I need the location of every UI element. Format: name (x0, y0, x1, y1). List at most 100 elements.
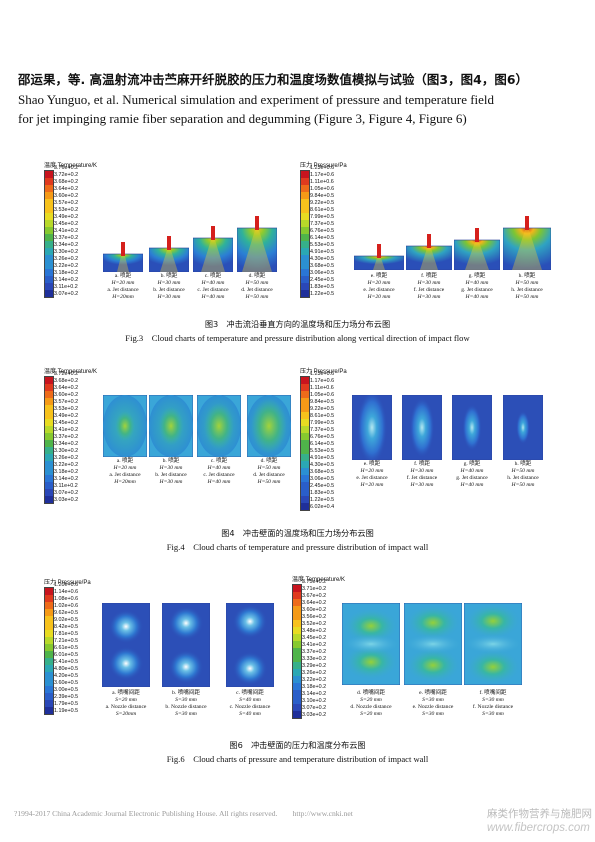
legend-swatch (293, 683, 301, 690)
figure-6: 压力 Pressure/Pa 1.20e+0.6 1.14e+0.6 1.08e+0.… (44, 577, 522, 764)
legend-swatch (45, 679, 53, 686)
legend-swatch (45, 630, 53, 637)
legend-label: 3.60e+0.5 (54, 680, 79, 686)
legend-swatch (45, 588, 53, 595)
legend-label: 3.00e+0.5 (54, 687, 79, 693)
fig6-caption-cn: 图6 冲击壁面的压力和温度分布云图 (229, 740, 366, 750)
temp-wall-panel (404, 603, 462, 685)
jet-plume (465, 242, 489, 270)
legend-swatch (45, 398, 53, 405)
panel-caption-line: c. 喷距 (204, 273, 222, 279)
temp-wall-panel (464, 603, 522, 685)
legend-title: 压力 Pressure/Pa (300, 163, 347, 169)
panel-caption-line: H=20 mm (360, 482, 384, 488)
pres-wall-cloud-chart (503, 395, 543, 460)
fig4-caption-cn: 图4 冲击壁面的温度场和压力场分布云图 (221, 528, 374, 538)
legend-swatch (293, 613, 301, 620)
panel-caption-line: S=20 mm (115, 697, 137, 703)
legend-label: 3.68e+0.5 (310, 469, 335, 475)
legend-label: 3.33e+0.2 (302, 656, 327, 662)
legend-color-bar (300, 376, 310, 511)
legend-swatch (293, 648, 301, 655)
legend-label: 3.64e+0.2 (54, 186, 79, 192)
legend-label: 3.06e+0.5 (310, 476, 335, 482)
legend-swatch (293, 641, 301, 648)
legend-swatch (301, 171, 309, 178)
legend-label: 3.67e+0.2 (302, 593, 327, 599)
figure-4: 温度 Temperature/K 3.72e+0.2 3.68e+0.2 3.64e+… (44, 366, 543, 552)
legend-swatch (45, 644, 53, 651)
legend-swatch (45, 405, 53, 412)
fig4-pressure-legend: 压力 Pressure/Pa 1.23e+0.6 1.17e+0.6 1.11e+0.… (300, 366, 347, 511)
legend-label: 3.41e+0.2 (302, 642, 327, 648)
legend-swatch (45, 276, 53, 283)
legend-swatch (301, 227, 309, 234)
legend-swatch (45, 220, 53, 227)
legend-swatch (301, 475, 309, 482)
panel-caption-line: g. Jet distance (456, 475, 488, 481)
impact-zone (168, 606, 204, 640)
panel-caption: c. 喷距 H=40 mm c. Jet distance H=40 mm (173, 273, 253, 301)
temp-jet-cloud-chart (193, 226, 233, 272)
legend-swatch (293, 669, 301, 676)
legend-label: 3.22e+0.2 (302, 677, 327, 683)
legend-swatch (45, 433, 53, 440)
legend-label: 3.68e+0.2 (54, 378, 79, 384)
pres-wall-panel (452, 395, 492, 460)
legend-label: 1.14e+0.6 (54, 589, 79, 595)
panel-caption-line: f. 喷距 (414, 461, 430, 467)
legend-label: 3.45e+0.2 (54, 420, 79, 426)
legend-label: 5.41e+0.5 (54, 659, 79, 665)
legend-color-bar (292, 584, 302, 719)
legend-label: 3.07e+0.2 (54, 490, 79, 496)
legend-swatch (301, 185, 309, 192)
panel-caption-line: S=30 mm (175, 711, 197, 717)
panel-caption-line: H=20 mm (367, 280, 391, 286)
legend-label: 6.02e+0.4 (310, 504, 335, 510)
temp-wall-panel (247, 395, 291, 457)
jet-plume (201, 240, 225, 272)
legend-label: 3.37e+0.2 (302, 649, 327, 655)
legend-swatch (301, 398, 309, 405)
legend-swatch (301, 461, 309, 468)
legend-swatch (301, 447, 309, 454)
temp-panel (149, 234, 189, 272)
legend-label: 7.21e+0.5 (54, 638, 79, 644)
panel-caption-line: g. Jet distance (461, 287, 493, 293)
legend-label: 1.17e+0.6 (310, 172, 335, 178)
panel-caption-line: H=40 mm (207, 479, 231, 485)
panel-caption-line: S=30 mm (422, 697, 444, 703)
legend-color-bar (44, 170, 54, 298)
panel-caption: b. 喷嘴间距 S=30 mm b. Nozzle distance S=30 mm (146, 690, 226, 718)
panel-caption-line: b. Jet distance (153, 287, 185, 293)
panel-caption-line: e. 喷嘴间距 (419, 690, 447, 696)
panel-caption-line: f. Jet distance (413, 287, 445, 293)
legend-swatch (293, 711, 301, 718)
pres-wall-cloud-chart (226, 603, 274, 687)
legend-swatch (45, 707, 53, 714)
pres-jet-cloud-chart (354, 244, 404, 270)
legend-label: 3.34e+0.2 (54, 242, 79, 248)
panel-caption-line: c. Jet distance (197, 287, 229, 293)
legend-label: 9.02e+0.5 (54, 617, 79, 623)
legend-label: 3.29e+0.2 (302, 663, 327, 669)
panel-caption-line: H=20mm (114, 479, 136, 485)
legend-label: 7.37e+0.5 (310, 221, 335, 227)
panel-caption: a. 喷距 H=20 mm a. Jet distance H=20mm (85, 458, 165, 486)
panel-caption-line: c. 喷嘴间距 (236, 690, 264, 696)
fig6-pressure-legend: 压力 Pressure/Pa 1.20e+0.6 1.14e+0.6 1.08e+0.… (44, 577, 91, 715)
legend-swatch (301, 283, 309, 290)
temp-wall-panel (103, 395, 147, 457)
panel-caption: f. 喷距 H=30 mm f. Jet distance H=30 mm (389, 273, 469, 301)
pres-panel (354, 242, 404, 270)
legend-label: 1.05e+0.6 (310, 186, 335, 192)
legend-swatch (45, 686, 53, 693)
legend-label: 6.14e+0.5 (310, 235, 335, 241)
legend-label: 3.34e+0.2 (54, 441, 79, 447)
legend-label: 1.08e+0.6 (54, 596, 79, 602)
panel-caption: e. 喷嘴间距 S=30 mm e. Nozzle distance S=30 mm (393, 690, 473, 718)
legend-label: 3.22e+0.2 (54, 263, 79, 269)
panel-caption: d. 喷距 H=50 mm d. Jet distance H=50 mm (229, 458, 309, 486)
legend-label: 3.11e+0.2 (54, 483, 78, 489)
pres-wall-panel (226, 603, 274, 687)
